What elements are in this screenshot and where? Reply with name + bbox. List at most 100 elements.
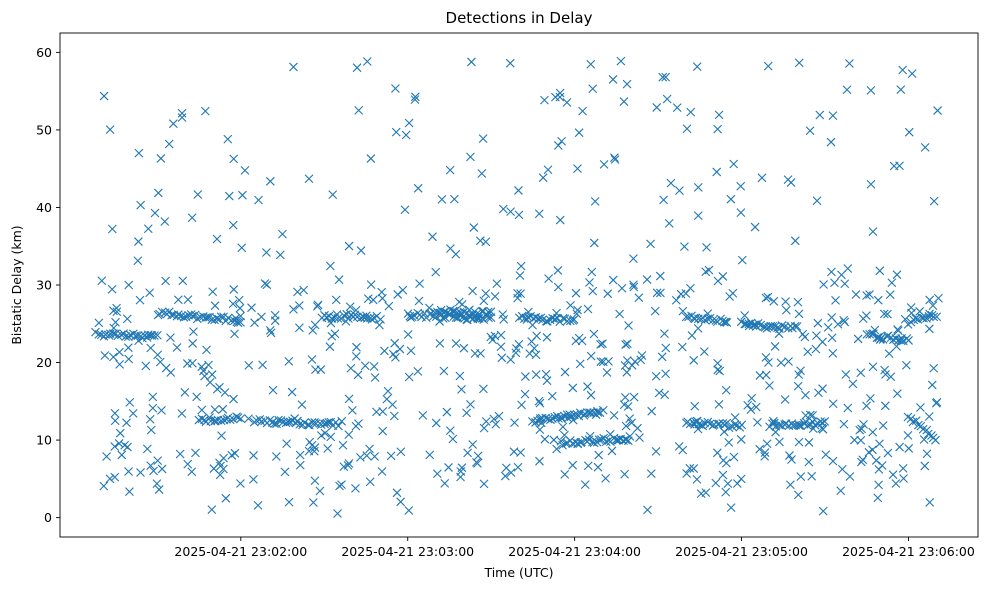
- detection-point: [725, 292, 735, 301]
- detection-point: [929, 196, 939, 206]
- detection-point: [777, 321, 787, 330]
- detection-point: [469, 223, 479, 232]
- y-axis-label: Bistatic Delay (km): [9, 225, 24, 344]
- detection-point: [382, 394, 392, 404]
- detection-point: [516, 448, 526, 457]
- detection-point: [721, 487, 731, 497]
- detection-point: [875, 266, 885, 276]
- detection-point: [316, 420, 326, 429]
- detection-point: [596, 340, 605, 349]
- detection-point: [124, 467, 133, 476]
- detection-point: [356, 452, 365, 462]
- detection-point: [873, 493, 883, 503]
- detection-point: [713, 365, 723, 375]
- detection-point: [289, 305, 298, 314]
- detection-point: [558, 422, 568, 432]
- detection-point: [326, 318, 336, 328]
- detection-point: [366, 154, 376, 163]
- detection-point: [392, 488, 402, 498]
- detection-point: [406, 313, 416, 322]
- detection-point: [146, 425, 156, 435]
- detection-point: [227, 316, 236, 325]
- detection-point: [776, 358, 786, 368]
- detection-point: [451, 249, 461, 259]
- y-tick-label: 40: [36, 200, 52, 215]
- detection-point: [403, 330, 413, 339]
- detection-point: [761, 293, 771, 303]
- detection-point: [655, 271, 665, 281]
- y-tick-label: 30: [36, 278, 52, 293]
- detection-point: [544, 274, 554, 283]
- detection-point: [568, 460, 578, 470]
- detection-point: [107, 284, 117, 294]
- detection-point: [875, 439, 884, 449]
- detection-point: [837, 464, 847, 474]
- detection-point: [150, 331, 159, 341]
- detection-point: [391, 84, 400, 93]
- detection-point: [560, 430, 569, 440]
- detection-point: [801, 411, 811, 420]
- detection-point: [400, 205, 410, 215]
- detection-point: [187, 467, 197, 477]
- detection-point: [515, 271, 525, 280]
- detection-point: [608, 75, 618, 84]
- detection-point: [755, 444, 765, 454]
- detection-point: [109, 352, 118, 362]
- detection-point: [892, 389, 902, 398]
- detection-point: [719, 317, 729, 327]
- detection-point: [891, 479, 901, 488]
- detection-point: [234, 295, 244, 305]
- detection-point: [723, 479, 733, 489]
- detection-point: [617, 283, 627, 293]
- detection-point: [813, 318, 823, 328]
- detection-point: [557, 136, 566, 146]
- detection-point: [476, 348, 485, 358]
- detection-point: [712, 167, 722, 177]
- detection-point: [678, 306, 688, 316]
- detection-point: [892, 342, 901, 351]
- detection-point: [197, 414, 207, 424]
- detection-point: [143, 224, 153, 234]
- detection-point: [883, 309, 892, 319]
- y-tick-label: 20: [36, 355, 52, 370]
- detection-point: [743, 400, 753, 410]
- detection-point: [152, 330, 162, 340]
- detection-point: [344, 394, 354, 404]
- detection-point: [619, 97, 629, 106]
- detection-point: [463, 448, 473, 458]
- detection-point: [794, 309, 804, 319]
- detection-point: [661, 369, 670, 379]
- detection-point: [904, 336, 913, 345]
- detection-point: [883, 448, 893, 458]
- detection-point: [178, 276, 188, 286]
- detection-point: [827, 313, 837, 322]
- detection-point: [110, 472, 120, 482]
- detection-point: [217, 431, 226, 441]
- detection-point: [315, 486, 325, 496]
- detection-point: [586, 59, 596, 69]
- detection-point: [146, 343, 156, 353]
- detection-point: [177, 113, 187, 122]
- detection-point: [904, 127, 914, 137]
- detection-point: [586, 351, 596, 361]
- detection-point: [919, 313, 928, 323]
- detection-point: [134, 336, 143, 346]
- detection-point: [919, 435, 929, 444]
- detection-point: [560, 469, 570, 479]
- detection-point: [542, 332, 552, 342]
- detection-point: [125, 487, 134, 497]
- detection-point: [455, 371, 465, 381]
- detection-point: [625, 414, 635, 423]
- detection-point: [436, 305, 446, 315]
- detection-point: [287, 387, 297, 397]
- detection-point: [535, 415, 545, 425]
- detection-point: [531, 370, 541, 380]
- detection-point: [783, 175, 793, 185]
- detection-point: [311, 419, 321, 428]
- detection-point: [658, 72, 668, 82]
- detection-point: [254, 195, 263, 205]
- detection-point: [608, 275, 618, 285]
- detection-point: [363, 294, 373, 304]
- detection-point: [815, 110, 825, 120]
- detection-point: [837, 270, 846, 280]
